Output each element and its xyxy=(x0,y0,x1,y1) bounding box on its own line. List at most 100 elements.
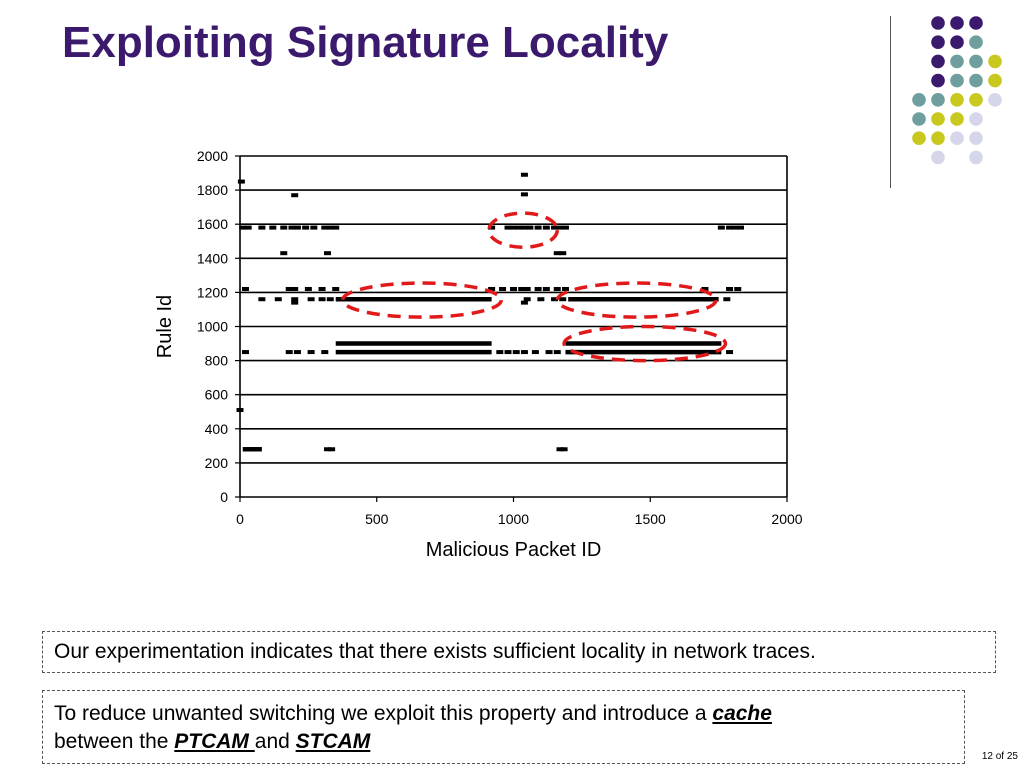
data-point xyxy=(285,286,293,291)
data-point xyxy=(553,350,561,355)
decorative-dot xyxy=(969,112,983,126)
y-tick-label: 1200 xyxy=(197,284,228,300)
y-tick-label: 1400 xyxy=(197,250,228,266)
data-point xyxy=(723,297,731,302)
data-point xyxy=(318,297,326,302)
data-point xyxy=(310,225,318,230)
proposal-text-and: and xyxy=(254,730,296,753)
data-point xyxy=(252,447,260,452)
data-point xyxy=(520,300,528,305)
decorative-dot xyxy=(950,112,964,126)
data-point xyxy=(561,225,569,230)
data-point xyxy=(520,225,528,230)
decorative-dot xyxy=(950,16,964,30)
data-point xyxy=(726,350,734,355)
data-point xyxy=(726,225,734,230)
data-point xyxy=(328,447,336,452)
data-point xyxy=(258,297,266,302)
y-tick-label: 1000 xyxy=(197,319,228,335)
data-point xyxy=(534,225,542,230)
y-tick-label: 1600 xyxy=(197,216,228,232)
data-point xyxy=(520,172,528,177)
decorative-dot xyxy=(950,73,964,88)
data-point xyxy=(288,225,296,230)
data-point xyxy=(280,251,288,256)
decorative-dot xyxy=(912,112,926,126)
data-point xyxy=(542,225,550,230)
data-point xyxy=(523,286,531,291)
y-tick-label: 600 xyxy=(205,387,229,403)
data-point xyxy=(307,350,315,355)
data-point xyxy=(291,193,299,198)
data-point xyxy=(321,225,329,230)
data-point xyxy=(324,447,332,452)
data-point xyxy=(553,286,561,291)
data-point xyxy=(520,192,528,197)
finding-textbox: Our experimentation indicates that there… xyxy=(42,631,996,673)
y-tick-label: 2000 xyxy=(197,148,228,164)
data-point xyxy=(318,286,326,291)
decorative-dot xyxy=(931,112,945,126)
data-point xyxy=(559,251,567,256)
data-point xyxy=(526,225,534,230)
data-point xyxy=(737,225,745,230)
data-point xyxy=(734,286,742,291)
data-point xyxy=(280,225,288,230)
decorative-dot xyxy=(969,150,983,165)
data-point xyxy=(307,297,315,302)
data-point xyxy=(269,225,277,230)
data-point xyxy=(717,225,725,230)
data-point xyxy=(512,350,520,355)
data-point xyxy=(556,225,564,230)
highlight-ellipse xyxy=(487,211,560,249)
decorative-dot xyxy=(950,131,964,145)
data-point xyxy=(499,286,507,291)
data-point xyxy=(239,225,247,230)
decorative-dot xyxy=(969,73,983,88)
y-tick-label: 400 xyxy=(205,421,229,437)
data-point xyxy=(556,447,564,452)
decorative-dot xyxy=(988,93,1002,107)
data-point xyxy=(285,350,293,355)
cache-keyword: cache xyxy=(712,702,772,725)
proposal-text-mid: between the xyxy=(54,730,175,753)
data-point xyxy=(291,300,299,305)
y-tick-label: 800 xyxy=(205,353,229,369)
decorative-dot xyxy=(950,35,964,49)
data-point xyxy=(504,225,512,230)
proposal-text-pre: To reduce unwanted switching we exploit … xyxy=(54,702,713,725)
slide-title: Exploiting Signature Locality xyxy=(62,18,669,67)
data-point xyxy=(559,297,567,302)
y-tick-label: 200 xyxy=(205,455,229,471)
scatter-chart: 0 200 400 600 800 1000 1200 1400 1600 1800 2000 0 50… xyxy=(154,148,803,561)
data-point xyxy=(561,286,569,291)
data-point xyxy=(302,225,310,230)
highlight-ellipse xyxy=(562,324,728,363)
decorative-dot xyxy=(969,16,983,30)
y-axis-label: Rule Id xyxy=(154,295,176,358)
ptcam-keyword: PTCAM xyxy=(174,730,255,753)
finding-text: Our experimentation indicates that there… xyxy=(54,640,816,663)
data-point xyxy=(523,297,531,302)
data-point xyxy=(545,350,553,355)
data-point xyxy=(534,286,542,291)
y-tick-label: 1800 xyxy=(197,182,228,198)
data-point xyxy=(537,297,545,302)
x-tick-label: 2000 xyxy=(771,511,802,527)
data-point xyxy=(237,179,245,184)
data-point xyxy=(258,225,266,230)
data-point xyxy=(274,297,282,302)
decorative-dot xyxy=(969,54,983,69)
decorative-dot xyxy=(969,35,983,49)
stcam-keyword: STCAM xyxy=(295,730,371,753)
data-point xyxy=(504,350,512,355)
data-point xyxy=(515,225,523,230)
data-point xyxy=(332,286,340,291)
decorative-dot xyxy=(931,93,945,107)
data-point xyxy=(291,297,299,302)
data-point xyxy=(293,350,301,355)
decorative-dot xyxy=(931,131,945,145)
data-point xyxy=(293,225,301,230)
data-point xyxy=(518,286,526,291)
data-point xyxy=(520,350,528,355)
